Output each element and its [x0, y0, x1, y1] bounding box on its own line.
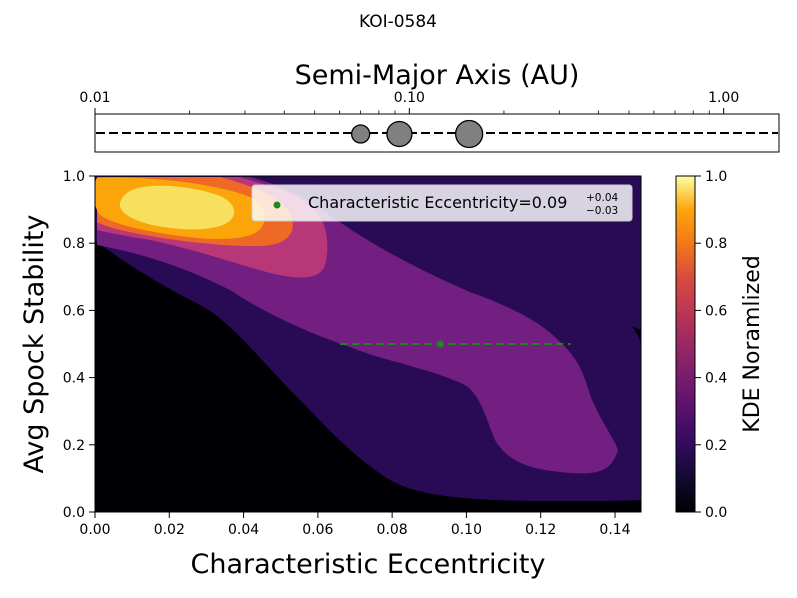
top-panel-frame	[94, 113, 780, 153]
legend-label: Characteristic Eccentricity=	[308, 193, 532, 212]
x-tick-label: 0.00	[79, 522, 110, 538]
y-tick-label: 0.6	[63, 303, 85, 319]
y-tick-label: 0.2	[63, 438, 85, 454]
top-axis-ticks: 0.01 0.10 1.00	[79, 90, 739, 114]
top-tick-label: 0.10	[394, 90, 425, 106]
colorbar: 0.0 0.2 0.4 0.6 0.8 1.0 KDE Noramlized	[675, 169, 765, 521]
x-axis-ticks: 0.00 0.02 0.04 0.06 0.08 0.10 0.12 0.14	[79, 512, 631, 538]
legend-error-minus: −0.03	[586, 205, 618, 217]
legend-text: Characteristic Eccentricity=0.09	[308, 193, 567, 212]
colorbar-tick-label: 0.8	[705, 236, 727, 252]
legend-box	[251, 184, 633, 222]
legend-marker	[273, 201, 281, 209]
main-panel-frame	[94, 175, 642, 513]
legend-value: 0.09	[532, 193, 568, 212]
colorbar-gradient	[675, 175, 696, 513]
figure-title: KOI-0584	[359, 12, 437, 32]
colorbar-label: KDE Noramlized	[740, 255, 765, 432]
colorbar-tick-label: 0.6	[705, 303, 727, 319]
legend-error-plus: +0.04	[586, 192, 618, 204]
y-tick-label: 0.4	[63, 371, 85, 387]
planet-marker	[350, 124, 371, 144]
top-tick-label: 0.01	[79, 90, 110, 106]
colorbar-tick-label: 1.0	[705, 169, 727, 185]
x-tick-label: 0.08	[377, 522, 408, 538]
colorbar-tick-label: 0.0	[705, 505, 727, 521]
colorbar-tick-label: 0.2	[705, 438, 727, 454]
x-tick-label: 0.04	[228, 522, 259, 538]
planet-marker	[455, 119, 484, 149]
planet-markers	[350, 119, 484, 149]
x-tick-label: 0.02	[154, 522, 185, 538]
y-tick-label: 0.0	[63, 505, 85, 521]
colorbar-ticks: 0.0 0.2 0.4 0.6 0.8 1.0	[695, 169, 727, 521]
x-tick-label: 0.10	[451, 522, 482, 538]
estimate-marker	[436, 340, 444, 348]
y-axis-label: Avg Spock Stability	[19, 215, 50, 474]
x-tick-label: 0.12	[525, 522, 556, 538]
planet-marker	[386, 120, 413, 148]
colorbar-tick-label: 0.4	[705, 371, 727, 387]
y-axis-ticks: 0.0 0.2 0.4 0.6 0.8 1.0	[63, 169, 95, 521]
x-tick-label: 0.06	[302, 522, 333, 538]
estimate-marker-group	[340, 340, 571, 348]
y-tick-label: 0.8	[63, 236, 85, 252]
top-tick-label: 1.00	[708, 90, 739, 106]
contour-level-6	[119, 185, 235, 230]
x-axis-label: Characteristic Eccentricity	[191, 549, 546, 580]
architecture-panel: Semi-Major Axis (AU) 0.01 0.10 1.00	[79, 60, 780, 153]
y-tick-label: 1.0	[63, 169, 85, 185]
legend: Characteristic Eccentricity=0.09 +0.04 −…	[251, 184, 633, 222]
x-tick-label: 0.14	[599, 522, 630, 538]
top-axis-label: Semi-Major Axis (AU)	[295, 60, 580, 91]
kde-panel: Characteristic Eccentricity=0.09 +0.04 −…	[19, 169, 642, 580]
